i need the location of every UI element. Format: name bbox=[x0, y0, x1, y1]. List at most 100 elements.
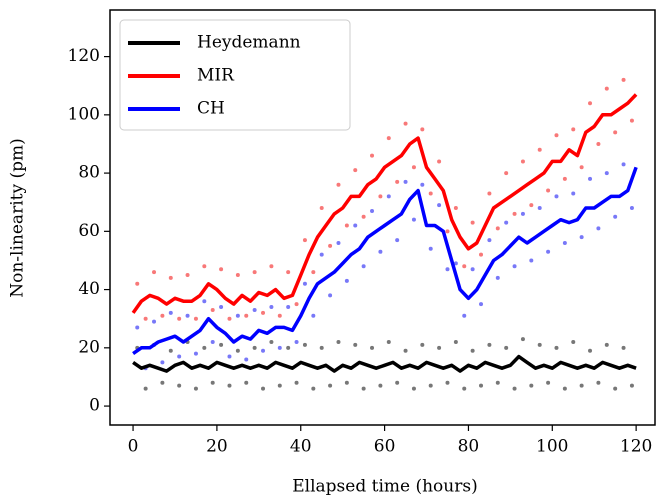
scatter-point bbox=[428, 246, 433, 251]
scatter-point bbox=[386, 340, 391, 344]
scatter-point bbox=[311, 313, 316, 318]
scatter-point bbox=[604, 342, 609, 347]
scatter-point bbox=[462, 386, 467, 391]
scatter-point bbox=[328, 293, 333, 298]
scatter-point bbox=[588, 348, 593, 353]
scatter-point bbox=[504, 171, 509, 176]
x-axis-label: Ellapsed time (hours) bbox=[292, 477, 477, 497]
scatter-point bbox=[160, 313, 165, 318]
scatter-point bbox=[546, 249, 551, 254]
scatter-point bbox=[537, 206, 542, 211]
scatter-point bbox=[512, 386, 517, 391]
scatter-point bbox=[445, 380, 450, 385]
scatter-point bbox=[470, 348, 475, 353]
scatter-point bbox=[193, 386, 198, 391]
y-tick-label: 20 bbox=[78, 337, 100, 357]
scatter-point bbox=[361, 386, 366, 391]
scatter-point bbox=[495, 380, 500, 385]
scatter-point bbox=[546, 380, 551, 385]
scatter-point bbox=[562, 240, 567, 245]
scatter-point bbox=[152, 270, 157, 275]
scatter-point bbox=[512, 264, 517, 269]
scatter-point bbox=[361, 214, 366, 219]
scatter-point bbox=[520, 337, 525, 342]
scatter-point bbox=[235, 348, 240, 353]
scatter-point bbox=[353, 168, 358, 173]
scatter-point bbox=[537, 342, 542, 347]
scatter-point bbox=[252, 307, 257, 312]
scatter-point bbox=[411, 165, 416, 170]
scatter-point bbox=[529, 258, 534, 263]
legend-label: Heydemann bbox=[197, 33, 301, 53]
scatter-point bbox=[185, 273, 190, 278]
series-line bbox=[131, 93, 638, 314]
legend: Heydemann MIR CH bbox=[119, 19, 351, 131]
y-tick-label: 80 bbox=[78, 163, 100, 183]
scatter-point bbox=[143, 386, 148, 391]
scatter-point bbox=[319, 206, 324, 211]
scatter-point bbox=[487, 238, 492, 243]
scatter-point bbox=[495, 226, 500, 231]
scatter-point bbox=[411, 386, 416, 391]
scatter-point bbox=[386, 136, 391, 141]
scatter-point bbox=[571, 191, 576, 196]
scatter-point bbox=[319, 252, 324, 257]
scatter-point bbox=[588, 176, 593, 181]
scatter-point bbox=[445, 229, 450, 234]
scatter-point bbox=[629, 118, 634, 123]
scatter-point bbox=[520, 211, 525, 216]
scatter-point bbox=[571, 340, 576, 344]
scatter-point bbox=[378, 249, 383, 254]
scatter-point bbox=[185, 313, 190, 318]
scatter-point bbox=[244, 313, 249, 318]
scatter-point bbox=[621, 162, 626, 167]
scatter-point bbox=[252, 270, 257, 275]
scatter-point bbox=[378, 194, 383, 199]
scatter-point bbox=[512, 211, 517, 216]
scatter-point bbox=[344, 278, 349, 283]
scatter-point bbox=[529, 203, 534, 208]
scatter-point bbox=[428, 383, 433, 388]
x-tick-label: 60 bbox=[374, 437, 396, 457]
scatter-point bbox=[269, 305, 274, 310]
scatter-point bbox=[453, 261, 458, 266]
scatter-point bbox=[311, 386, 316, 391]
scatter-point bbox=[219, 305, 224, 310]
scatter-point bbox=[596, 380, 601, 385]
scatter-point bbox=[479, 302, 484, 307]
scatter-point bbox=[370, 153, 375, 158]
scatter-point bbox=[629, 206, 634, 211]
scatter-point bbox=[579, 383, 584, 388]
scatter-point bbox=[168, 275, 173, 280]
scatter-point bbox=[277, 345, 282, 350]
scatter-point bbox=[621, 77, 626, 82]
scatter-point bbox=[479, 383, 484, 388]
scatter-point bbox=[160, 360, 165, 365]
scatter-point bbox=[227, 354, 232, 359]
scatter-point bbox=[437, 203, 442, 208]
scatter-point bbox=[487, 342, 492, 347]
plot-frame bbox=[109, 9, 656, 426]
legend-label: MIR bbox=[197, 66, 235, 86]
scatter-point bbox=[336, 340, 341, 344]
scatter-point bbox=[596, 141, 601, 146]
scatter-point bbox=[604, 171, 609, 176]
scatter-point bbox=[227, 316, 232, 321]
scatter-point bbox=[286, 305, 291, 310]
scatter-point bbox=[286, 345, 291, 350]
scatter-point bbox=[244, 380, 249, 385]
scatter-point bbox=[361, 264, 366, 269]
scatter-point bbox=[495, 275, 500, 280]
y-axis-label: Non-linearity (pm) bbox=[8, 138, 28, 298]
y-tick-label: 40 bbox=[78, 279, 100, 299]
scatter-point bbox=[411, 217, 416, 222]
scatter-point bbox=[336, 182, 341, 187]
scatter-point bbox=[286, 270, 291, 275]
scatter-point bbox=[344, 223, 349, 228]
scatter-point bbox=[311, 270, 316, 275]
scatter-point bbox=[319, 345, 324, 350]
scatter-point bbox=[177, 383, 182, 388]
scatter-point bbox=[143, 316, 148, 321]
scatter-point bbox=[445, 267, 450, 272]
